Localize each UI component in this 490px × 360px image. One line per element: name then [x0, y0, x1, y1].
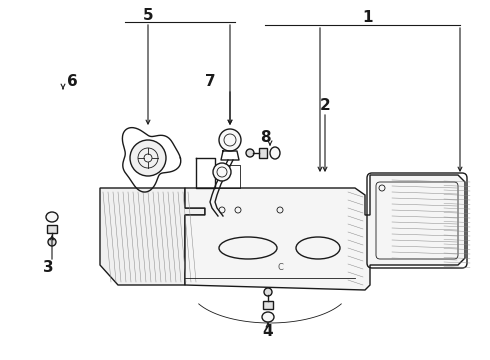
Text: 5: 5: [143, 8, 153, 22]
Polygon shape: [100, 188, 205, 285]
Bar: [47, 225, 57, 233]
Ellipse shape: [46, 212, 58, 222]
Circle shape: [246, 149, 254, 157]
Polygon shape: [185, 175, 465, 290]
Text: 3: 3: [43, 261, 53, 275]
Text: 1: 1: [363, 10, 373, 26]
Bar: [259, 148, 267, 158]
Circle shape: [130, 140, 166, 176]
Text: 4: 4: [263, 324, 273, 339]
Ellipse shape: [262, 312, 274, 322]
Circle shape: [48, 238, 56, 246]
Circle shape: [219, 129, 241, 151]
Text: 2: 2: [319, 98, 330, 112]
Text: C: C: [277, 264, 283, 273]
Text: 8: 8: [260, 130, 270, 145]
Bar: [263, 301, 273, 309]
Circle shape: [213, 163, 231, 181]
Text: 7: 7: [205, 75, 215, 90]
Ellipse shape: [270, 147, 280, 159]
Text: 6: 6: [67, 75, 77, 90]
Circle shape: [264, 288, 272, 296]
